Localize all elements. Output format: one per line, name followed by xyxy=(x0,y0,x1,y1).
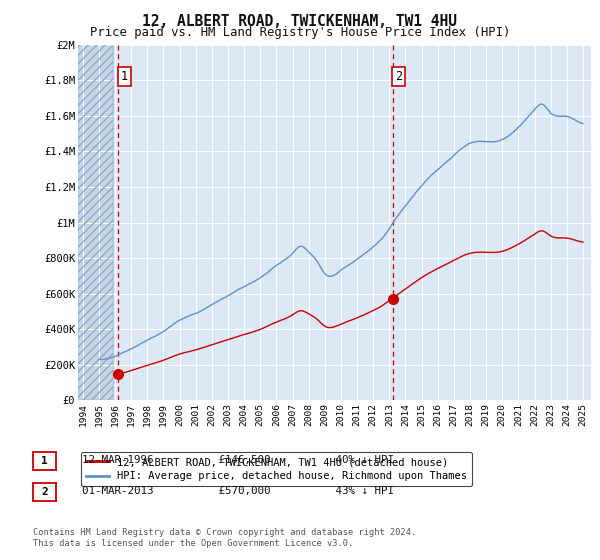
Text: Contains HM Land Registry data © Crown copyright and database right 2024.
This d: Contains HM Land Registry data © Crown c… xyxy=(33,528,416,548)
Text: 12-MAR-1996          £146,500          40% ↓ HPI: 12-MAR-1996 £146,500 40% ↓ HPI xyxy=(69,455,394,465)
Text: 12, ALBERT ROAD, TWICKENHAM, TW1 4HU: 12, ALBERT ROAD, TWICKENHAM, TW1 4HU xyxy=(143,14,458,29)
Bar xyxy=(78,45,113,400)
Text: 1: 1 xyxy=(41,456,48,466)
Bar xyxy=(78,45,113,400)
Text: 1: 1 xyxy=(121,71,128,83)
Text: 2: 2 xyxy=(41,487,48,497)
Text: 2: 2 xyxy=(395,71,402,83)
Text: 01-MAR-2013          £570,000          43% ↓ HPI: 01-MAR-2013 £570,000 43% ↓ HPI xyxy=(69,486,394,496)
Legend: 12, ALBERT ROAD, TWICKENHAM, TW1 4HU (detached house), HPI: Average price, detac: 12, ALBERT ROAD, TWICKENHAM, TW1 4HU (de… xyxy=(80,452,472,487)
Text: Price paid vs. HM Land Registry's House Price Index (HPI): Price paid vs. HM Land Registry's House … xyxy=(90,26,510,39)
